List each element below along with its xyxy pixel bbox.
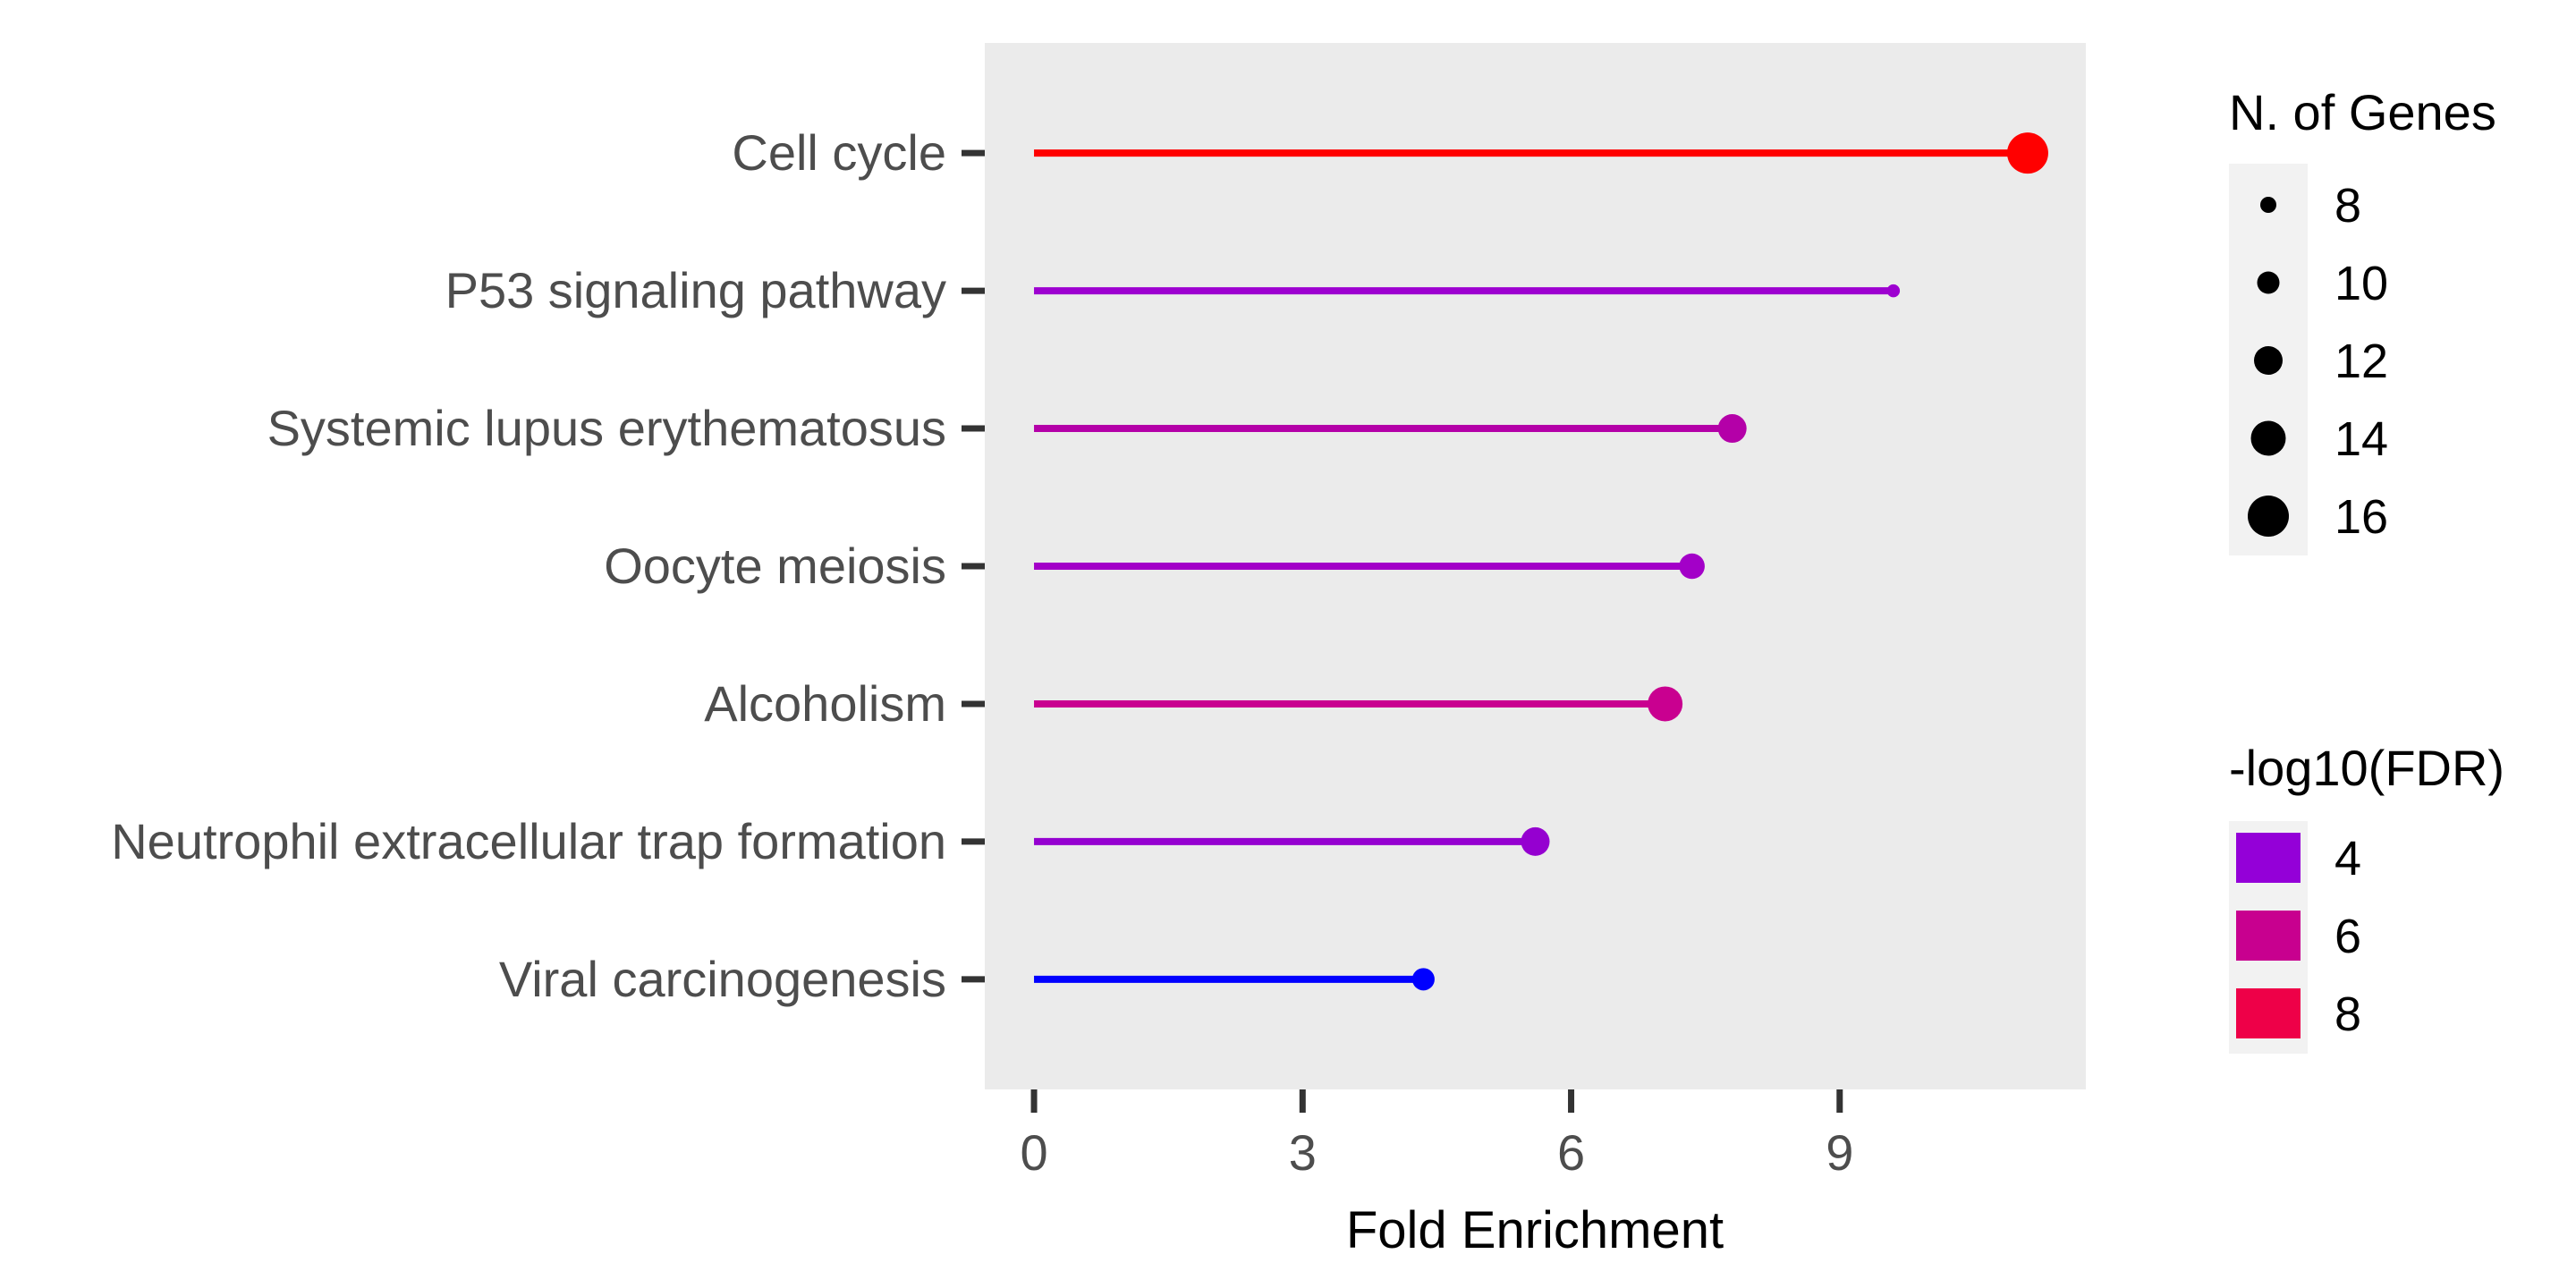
y-tick-label: Viral carcinogenesis <box>499 951 946 1007</box>
y-tick-label: Oocyte meiosis <box>604 538 946 594</box>
color-legend-key <box>2245 912 2292 959</box>
color-legend: 4 6 8 <box>2236 832 2361 1041</box>
color-legend-label: 6 <box>2334 910 2361 963</box>
y-tick-label: Alcoholism <box>704 675 946 732</box>
size-legend-title: N. of Genes <box>2229 84 2496 140</box>
size-legend-key <box>2250 420 2286 456</box>
size-legend-label: 14 <box>2334 412 2388 466</box>
size-legend-label: 16 <box>2334 490 2388 544</box>
size-legend-label: 12 <box>2334 335 2388 388</box>
x-tick-label: 3 <box>1289 1124 1317 1181</box>
y-tick-label: Systemic lupus erythematosus <box>267 400 946 456</box>
y-axis: Cell cycle P53 signaling pathway Systemic … <box>111 124 985 1007</box>
color-legend-key <box>2245 990 2292 1037</box>
size-legend: 8 10 12 14 16 <box>2248 179 2388 544</box>
color-legend-title: -log10(FDR) <box>2229 740 2504 796</box>
x-tick-label: 0 <box>1020 1124 1047 1181</box>
size-legend-key <box>2248 496 2289 537</box>
x-tick-label: 9 <box>1826 1124 1853 1181</box>
lollipop-point <box>1717 414 1747 444</box>
lollipop-point <box>1648 686 1683 722</box>
size-legend-label: 8 <box>2334 179 2361 233</box>
color-legend-key <box>2245 835 2292 881</box>
size-legend-label: 10 <box>2334 257 2388 310</box>
lollipop-point <box>2006 132 2048 174</box>
y-tick-label: Neutrophil extracellular trap formation <box>111 813 946 869</box>
lollipop-point <box>1886 284 1901 298</box>
size-legend-key <box>2257 271 2280 294</box>
color-legend-label: 8 <box>2334 987 2361 1041</box>
size-legend-key <box>2254 346 2283 375</box>
series-layer <box>1034 132 2048 991</box>
x-axis: 0 3 6 9 <box>1020 1089 1853 1181</box>
y-tick-label: Cell cycle <box>732 124 946 181</box>
lollipop-point <box>1521 826 1550 856</box>
size-legend-key <box>2260 197 2276 213</box>
lollipop-point <box>1411 968 1435 991</box>
color-legend-label: 4 <box>2334 832 2361 886</box>
x-axis-title: Fold Enrichment <box>1346 1201 1724 1259</box>
y-tick-label: P53 signaling pathway <box>445 262 946 318</box>
x-tick-label: 6 <box>1557 1124 1585 1181</box>
lollipop-point <box>1679 553 1705 580</box>
